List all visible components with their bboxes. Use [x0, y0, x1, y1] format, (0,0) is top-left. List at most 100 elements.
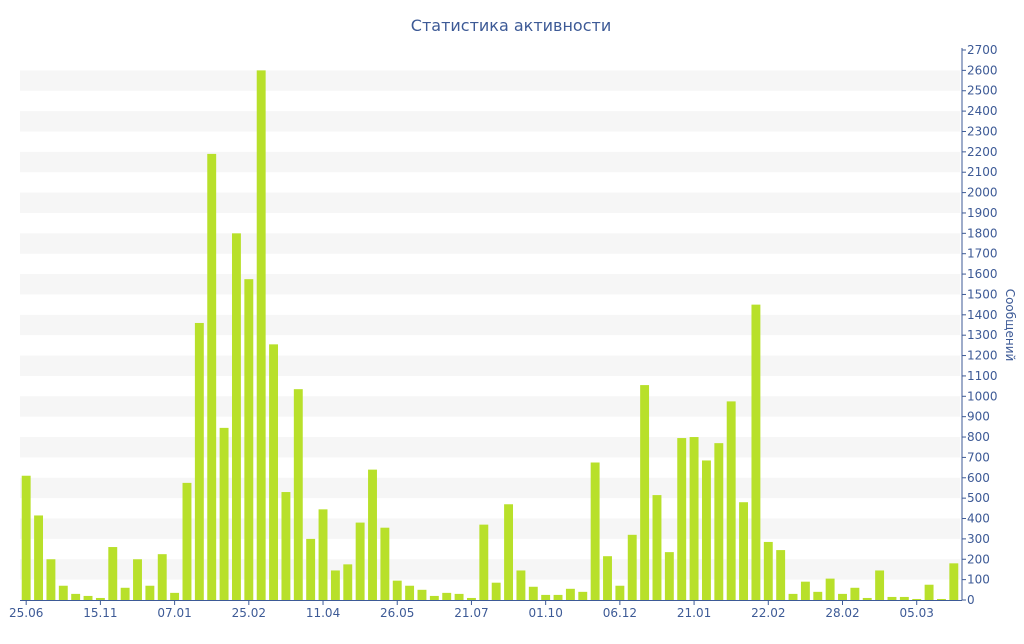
bar: [504, 504, 514, 600]
bar: [269, 344, 279, 600]
bar: [652, 495, 662, 600]
y-tick-label: 1800: [967, 226, 998, 240]
x-tick-label: 25.06: [9, 606, 43, 620]
bar: [466, 597, 476, 600]
bar: [405, 585, 415, 600]
bar: [194, 322, 204, 600]
y-axis: 0 100 200 300 400 500 600 700 800 900 1000 1100 1200…: [961, 43, 998, 607]
bar: [603, 556, 612, 600]
grid-band: [20, 314, 960, 336]
bar: [813, 591, 823, 600]
bar: [751, 304, 761, 600]
bar: [34, 515, 44, 600]
bar: [553, 594, 563, 600]
bar: [83, 595, 93, 600]
bar: [615, 585, 625, 600]
bar: [293, 389, 303, 600]
y-tick-label: 2600: [967, 63, 998, 77]
bar: [145, 585, 155, 600]
bar: [244, 279, 254, 600]
bar: [850, 587, 860, 600]
bar: [565, 588, 575, 600]
bar: [887, 596, 897, 600]
bar: [689, 437, 699, 600]
bar: [454, 593, 464, 600]
x-tick-label: 25.02: [232, 606, 266, 620]
y-tick-label: 1100: [967, 369, 998, 383]
bar: [739, 502, 749, 600]
bar: [318, 509, 328, 600]
y-tick-label: 700: [967, 450, 990, 464]
x-tick-label: 22.02: [751, 606, 785, 620]
bar: [281, 492, 291, 600]
bar: [726, 401, 736, 600]
bar: [949, 563, 959, 600]
y-tick-label: 1700: [967, 247, 998, 261]
y-tick-label: 2100: [967, 165, 998, 179]
bar: [256, 70, 266, 601]
y-tick-label: 2400: [967, 104, 998, 118]
grid-band: [20, 396, 960, 417]
bar: [120, 587, 130, 600]
y-tick-label: 1600: [967, 267, 998, 281]
x-tick-label: 11.04: [306, 606, 340, 620]
bar: [170, 592, 180, 600]
grid-band: [20, 437, 960, 458]
x-tick-label: 21.07: [454, 606, 488, 620]
y-tick-label: 2000: [967, 186, 998, 200]
bar: [343, 564, 353, 600]
y-tick-label: 1400: [967, 308, 998, 322]
bar: [491, 582, 501, 600]
bar: [924, 584, 934, 600]
y-tick-label: 100: [967, 573, 990, 587]
bar: [516, 570, 526, 600]
y-axis-label: Сообщений: [1003, 289, 1017, 362]
x-tick-label: 21.01: [677, 606, 711, 620]
bar: [46, 559, 56, 600]
bar: [838, 593, 847, 600]
x-tick-label: 07.01: [157, 606, 191, 620]
bar: [825, 578, 835, 600]
y-tick-label: 1200: [967, 349, 998, 363]
grid-band: [20, 355, 960, 376]
grid-band: [20, 70, 960, 91]
grid-band: [20, 151, 960, 173]
y-tick-label: 0: [967, 593, 975, 607]
x-tick-label: 26.05: [380, 606, 414, 620]
bar: [58, 585, 68, 600]
grid-band: [20, 518, 960, 539]
grid-band: [20, 274, 960, 295]
y-tick-label: 500: [967, 491, 990, 505]
bar: [231, 233, 241, 600]
x-tick-label: 28.02: [825, 606, 859, 620]
bar: [207, 153, 217, 600]
x-tick-label: 06.12: [603, 606, 637, 620]
y-tick-label: 1300: [967, 328, 998, 342]
bar: [701, 460, 711, 600]
y-tick-label: 2200: [967, 145, 998, 159]
y-tick-label: 1000: [967, 389, 998, 403]
bar: [788, 593, 798, 600]
bar: [157, 554, 167, 600]
y-tick-label: 1900: [967, 206, 998, 220]
y-tick-label: 800: [967, 430, 990, 444]
bar: [417, 589, 427, 600]
y-tick-label: 300: [967, 532, 990, 546]
bar: [133, 559, 142, 600]
y-tick-label: 2300: [967, 124, 998, 138]
chart-title: Статистика активности: [411, 16, 611, 35]
grid-band: [20, 559, 960, 580]
bar: [899, 596, 909, 600]
bar: [875, 570, 885, 600]
y-tick-label: 2500: [967, 84, 998, 98]
bar: [330, 570, 340, 600]
x-tick-label: 05.03: [900, 606, 934, 620]
grid-band: [20, 233, 960, 254]
bar: [429, 595, 439, 600]
bar: [862, 597, 872, 600]
bar: [182, 482, 192, 600]
bars-group: [21, 70, 959, 601]
bar: [640, 385, 650, 600]
